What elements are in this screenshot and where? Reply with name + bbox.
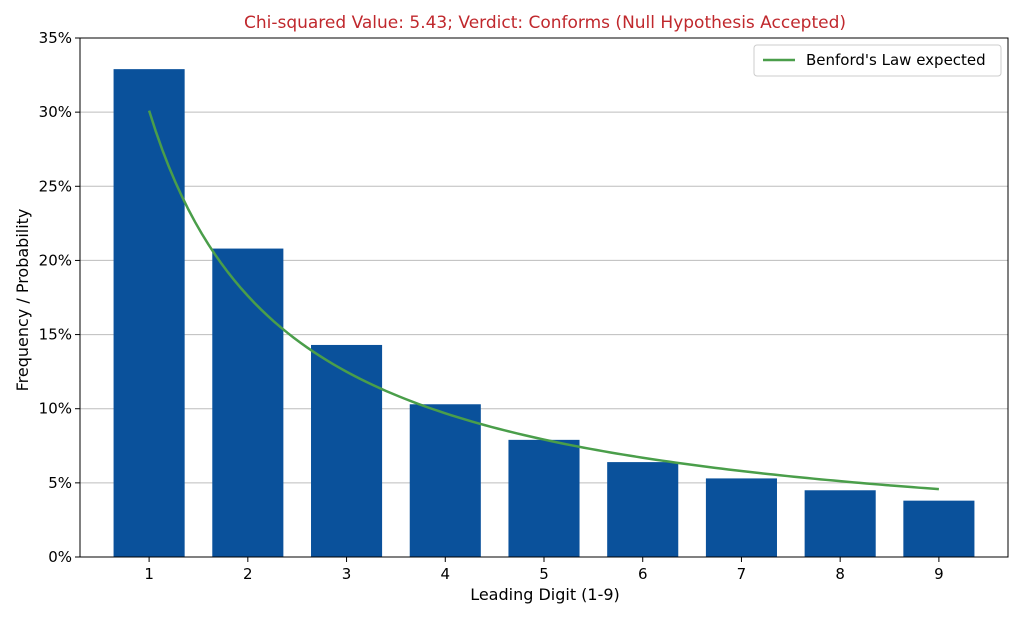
x-tick-label: 3 — [342, 565, 352, 583]
y-tick-label: 5% — [48, 474, 72, 492]
x-tick-label: 6 — [638, 565, 648, 583]
bar-digit-3 — [311, 344, 383, 557]
y-tick-label: 35% — [39, 29, 72, 47]
x-tick-label: 4 — [441, 565, 451, 583]
x-tick-label: 1 — [144, 565, 154, 583]
benford-line-series — [147, 110, 939, 491]
bar-digit-5 — [508, 439, 580, 557]
bar-series — [113, 69, 975, 557]
legend-label: Benford's Law expected — [806, 51, 986, 69]
benford-expected-line — [147, 110, 939, 491]
y-tick-label: 10% — [39, 400, 72, 418]
bar-digit-4 — [409, 404, 481, 557]
y-axis-ticks: 0% 5% 10% 15% 20% 25% 30% 35% — [39, 29, 80, 566]
bar-digit-6 — [607, 462, 679, 557]
bar-digit-1 — [113, 69, 185, 557]
x-axis-label: Leading Digit (1-9) — [470, 585, 620, 604]
y-tick-label: 25% — [39, 177, 72, 195]
x-tick-label: 2 — [243, 565, 253, 583]
legend-box — [753, 44, 1002, 77]
chart-title: Chi-squared Value: 5.43; Verdict: Confor… — [244, 13, 846, 33]
x-tick-label: 5 — [539, 565, 549, 583]
y-tick-label: 15% — [39, 326, 72, 344]
bar-digit-7 — [705, 478, 777, 557]
x-tick-label: 7 — [737, 565, 747, 583]
y-tick-label: 20% — [39, 251, 72, 269]
x-axis-ticks: 1 2 3 4 5 6 7 8 9 — [144, 557, 944, 583]
y-tick-label: 30% — [39, 103, 72, 121]
bar-digit-2 — [212, 248, 284, 557]
y-tick-label: 0% — [48, 548, 72, 566]
bar-digit-9 — [903, 500, 975, 557]
bar-digit-8 — [804, 490, 876, 557]
x-tick-label: 9 — [934, 565, 944, 583]
y-axis-label: Frequency / Probability — [13, 209, 32, 392]
legend: Benford's Law expected — [753, 44, 1002, 77]
x-tick-label: 8 — [835, 565, 845, 583]
